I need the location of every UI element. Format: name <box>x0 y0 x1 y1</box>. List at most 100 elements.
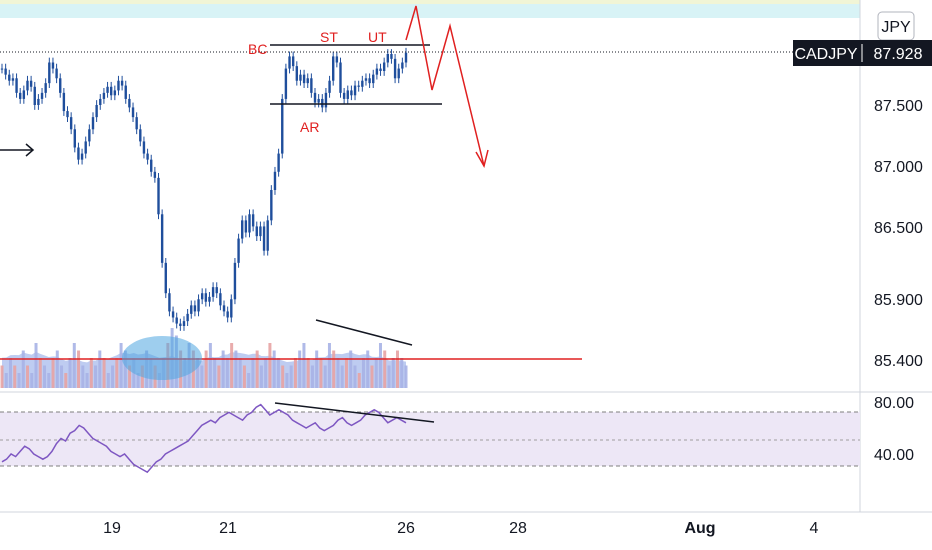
volume-bar <box>55 350 59 388</box>
left-arrow-head <box>25 143 35 157</box>
volume-bar <box>272 350 276 388</box>
candle-body <box>26 80 29 91</box>
volume-bar <box>349 350 353 388</box>
volume-bar <box>208 343 212 388</box>
volume-bar <box>234 350 238 388</box>
candle-body <box>339 62 342 93</box>
candle-body <box>18 92 22 99</box>
volume-bar <box>315 350 319 388</box>
volume-bar <box>17 373 21 388</box>
candle-body <box>219 293 222 306</box>
volume-bar <box>196 358 200 388</box>
volume-bar <box>4 373 8 388</box>
candle-body <box>299 74 302 81</box>
candle-body <box>179 323 182 326</box>
candle-body <box>4 68 7 75</box>
candle-body <box>15 78 18 93</box>
volume-bar <box>213 358 217 388</box>
volume-bar <box>298 350 302 388</box>
candle-body <box>193 305 197 312</box>
ticker-label: CADJPY <box>794 46 857 63</box>
candle-body <box>91 117 95 130</box>
volume-bar <box>404 365 408 388</box>
candle-body <box>382 62 386 71</box>
volume-bar <box>374 358 378 388</box>
volume-bar <box>221 350 225 388</box>
candle-body <box>390 54 393 59</box>
candle-body <box>342 92 346 99</box>
rsi-line <box>1 403 407 474</box>
candle-body <box>368 78 371 84</box>
candle-body <box>353 85 357 96</box>
candle-body <box>95 105 98 118</box>
volume-bar <box>327 343 331 388</box>
label-st: ST <box>320 29 338 45</box>
label-ar: AR <box>300 119 319 135</box>
candle-body <box>84 141 87 154</box>
top-band <box>0 0 860 18</box>
candle-body <box>109 86 113 96</box>
candle-body <box>139 129 142 142</box>
volume-bar <box>357 373 361 388</box>
volume-bar <box>293 358 297 388</box>
x-tick-4: 4 <box>810 520 819 537</box>
y-tick-85900: 85.900 <box>874 292 923 309</box>
candle-body <box>0 68 4 70</box>
candle-body <box>186 313 189 322</box>
volume-bar <box>0 365 4 388</box>
volume-bar <box>247 373 251 388</box>
volume-bar <box>238 358 242 388</box>
volume-bar <box>319 358 323 388</box>
volume-bar <box>68 358 72 388</box>
volume-bar <box>366 350 370 388</box>
candle-body <box>175 317 178 324</box>
volume-bar <box>302 343 306 388</box>
y-tick-85400: 85.400 <box>874 353 923 370</box>
volume-bar <box>251 358 255 388</box>
candle-body <box>40 92 44 99</box>
candle-body <box>44 83 47 93</box>
candle-body <box>66 111 69 118</box>
candle-body <box>255 226 258 237</box>
volume-bar <box>21 350 25 388</box>
candle-body <box>226 311 229 318</box>
volume-bar <box>9 358 13 388</box>
candle-body <box>48 62 51 84</box>
rsi-band <box>0 412 860 466</box>
volume-bar <box>276 358 280 388</box>
annotations: BC ST UT AR <box>0 5 860 423</box>
volume-bar <box>336 358 340 388</box>
currency-badge[interactable]: JPY <box>877 11 915 41</box>
volume-bar <box>264 358 268 388</box>
candle-body <box>190 305 193 314</box>
rsi-divergence-line <box>274 402 435 423</box>
candle-body <box>73 129 76 148</box>
y-tick-87500: 87.500 <box>874 98 923 115</box>
candle-body <box>200 293 204 300</box>
candle-body <box>59 78 62 93</box>
volume-bar <box>400 358 404 388</box>
candle-body <box>106 86 109 93</box>
volume-bar <box>395 350 399 388</box>
candle-body <box>401 62 404 69</box>
volume-bar <box>361 358 365 388</box>
candle-body <box>310 78 313 93</box>
candle-body <box>62 92 66 112</box>
candle-body <box>317 98 320 103</box>
volume-bar <box>34 343 38 388</box>
candle-body <box>386 54 390 63</box>
candle-body <box>142 141 146 154</box>
candle-body <box>135 117 138 130</box>
candle-body <box>33 86 36 105</box>
candle-body <box>160 214 164 263</box>
candle-body <box>222 305 226 312</box>
volume-bar <box>306 358 310 388</box>
candle-body <box>128 98 131 108</box>
candle-body <box>379 68 382 71</box>
candle-body <box>281 98 284 154</box>
volume-bar <box>94 365 98 388</box>
volume-bar <box>340 365 344 388</box>
volume-bar <box>289 365 293 388</box>
candle-body <box>397 68 400 79</box>
